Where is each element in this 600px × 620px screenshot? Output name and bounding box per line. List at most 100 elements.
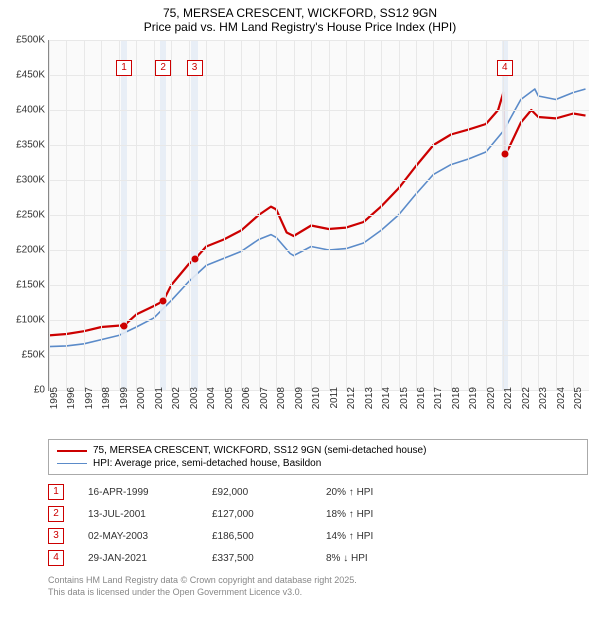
xtick-label: 2015 (399, 387, 410, 409)
xtick-label: 2023 (538, 387, 549, 409)
xtick-label: 2008 (276, 387, 287, 409)
gridline-h (49, 320, 589, 321)
gridline-v (329, 40, 330, 390)
table-row: 3 02-MAY-2003 £186,500 14% ↑ HPI (48, 525, 588, 547)
ytick-label: £250K (1, 210, 45, 221)
sale-marker: 3 (48, 528, 64, 544)
gridline-h (49, 40, 589, 41)
gridline-v (381, 40, 382, 390)
gridline-v (433, 40, 434, 390)
sale-dot (120, 322, 127, 329)
plot-area: £0£50K£100K£150K£200K£250K£300K£350K£400… (48, 40, 589, 391)
gridline-v (451, 40, 452, 390)
chart-title-block: 75, MERSEA CRESCENT, WICKFORD, SS12 9GN … (0, 0, 600, 34)
sale-dot (501, 150, 508, 157)
xtick-label: 2016 (416, 387, 427, 409)
legend-label-subject: 75, MERSEA CRESCENT, WICKFORD, SS12 9GN … (93, 445, 426, 456)
sale-delta: 18% ↑ HPI (326, 509, 416, 520)
footnote: Contains HM Land Registry data © Crown c… (48, 575, 588, 598)
gridline-v (49, 40, 50, 390)
gridline-v (206, 40, 207, 390)
legend-row: HPI: Average price, semi-detached house,… (57, 457, 579, 470)
xtick-label: 2011 (329, 387, 340, 409)
gridline-v (171, 40, 172, 390)
xtick-label: 2004 (206, 387, 217, 409)
xtick-label: 2005 (224, 387, 235, 409)
ytick-label: £200K (1, 245, 45, 256)
sale-marker: 2 (48, 506, 64, 522)
xtick-label: 2010 (311, 387, 322, 409)
sale-delta: 14% ↑ HPI (326, 531, 416, 542)
gridline-h (49, 215, 589, 216)
xtick-label: 2019 (468, 387, 479, 409)
sale-date: 29-JAN-2021 (88, 553, 188, 564)
gridline-h (49, 355, 589, 356)
xtick-label: 2006 (241, 387, 252, 409)
gridline-v (346, 40, 347, 390)
gridline-v (259, 40, 260, 390)
gridline-v (224, 40, 225, 390)
legend-row: 75, MERSEA CRESCENT, WICKFORD, SS12 9GN … (57, 444, 579, 457)
gridline-v (538, 40, 539, 390)
gridline-h (49, 110, 589, 111)
sale-date: 13-JUL-2001 (88, 509, 188, 520)
gridline-v (101, 40, 102, 390)
xtick-label: 2012 (346, 387, 357, 409)
chart-container: 75, MERSEA CRESCENT, WICKFORD, SS12 9GN … (0, 0, 600, 598)
gridline-h (49, 145, 589, 146)
table-row: 4 29-JAN-2021 £337,500 8% ↓ HPI (48, 547, 588, 569)
sale-price: £127,000 (212, 509, 302, 520)
sale-marker-box: 4 (497, 60, 513, 76)
gridline-v (311, 40, 312, 390)
xtick-label: 2009 (294, 387, 305, 409)
xtick-label: 2013 (364, 387, 375, 409)
sale-dot (160, 298, 167, 305)
xtick-label: 2002 (171, 387, 182, 409)
sale-marker-box: 2 (155, 60, 171, 76)
xtick-label: 2017 (433, 387, 444, 409)
xtick-label: 2003 (189, 387, 200, 409)
ytick-label: £0 (1, 385, 45, 396)
xtick-label: 1997 (84, 387, 95, 409)
sale-date: 16-APR-1999 (88, 487, 188, 498)
gridline-v (364, 40, 365, 390)
sale-date: 02-MAY-2003 (88, 531, 188, 542)
legend: 75, MERSEA CRESCENT, WICKFORD, SS12 9GN … (48, 439, 588, 475)
xtick-label: 2025 (573, 387, 584, 409)
xtick-label: 1999 (119, 387, 130, 409)
gridline-v (119, 40, 120, 390)
ytick-label: £350K (1, 140, 45, 151)
sale-delta: 8% ↓ HPI (326, 553, 416, 564)
gridline-v (154, 40, 155, 390)
gridline-h (49, 180, 589, 181)
sale-delta: 20% ↑ HPI (326, 487, 416, 498)
xtick-label: 2001 (154, 387, 165, 409)
xtick-label: 2000 (136, 387, 147, 409)
gridline-v (241, 40, 242, 390)
ytick-label: £150K (1, 280, 45, 291)
ytick-label: £500K (1, 35, 45, 46)
legend-label-hpi: HPI: Average price, semi-detached house,… (93, 458, 321, 469)
gridline-h (49, 285, 589, 286)
gridline-h (49, 250, 589, 251)
xtick-label: 2022 (521, 387, 532, 409)
title-line-1: 75, MERSEA CRESCENT, WICKFORD, SS12 9GN (0, 6, 600, 20)
xtick-label: 1998 (101, 387, 112, 409)
title-line-2: Price paid vs. HM Land Registry's House … (0, 20, 600, 34)
gridline-v (189, 40, 190, 390)
sales-table: 1 16-APR-1999 £92,000 20% ↑ HPI 2 13-JUL… (48, 481, 588, 569)
ytick-label: £50K (1, 350, 45, 361)
ytick-label: £400K (1, 105, 45, 116)
gridline-v (573, 40, 574, 390)
ytick-label: £450K (1, 70, 45, 81)
footnote-line-2: This data is licensed under the Open Gov… (48, 587, 588, 599)
gridline-v (84, 40, 85, 390)
sale-marker: 4 (48, 550, 64, 566)
xtick-label: 2020 (486, 387, 497, 409)
gridline-v (556, 40, 557, 390)
sale-price: £186,500 (212, 531, 302, 542)
footnote-line-1: Contains HM Land Registry data © Crown c… (48, 575, 588, 587)
legend-swatch-subject (57, 450, 87, 452)
xtick-label: 2014 (381, 387, 392, 409)
gridline-v (294, 40, 295, 390)
